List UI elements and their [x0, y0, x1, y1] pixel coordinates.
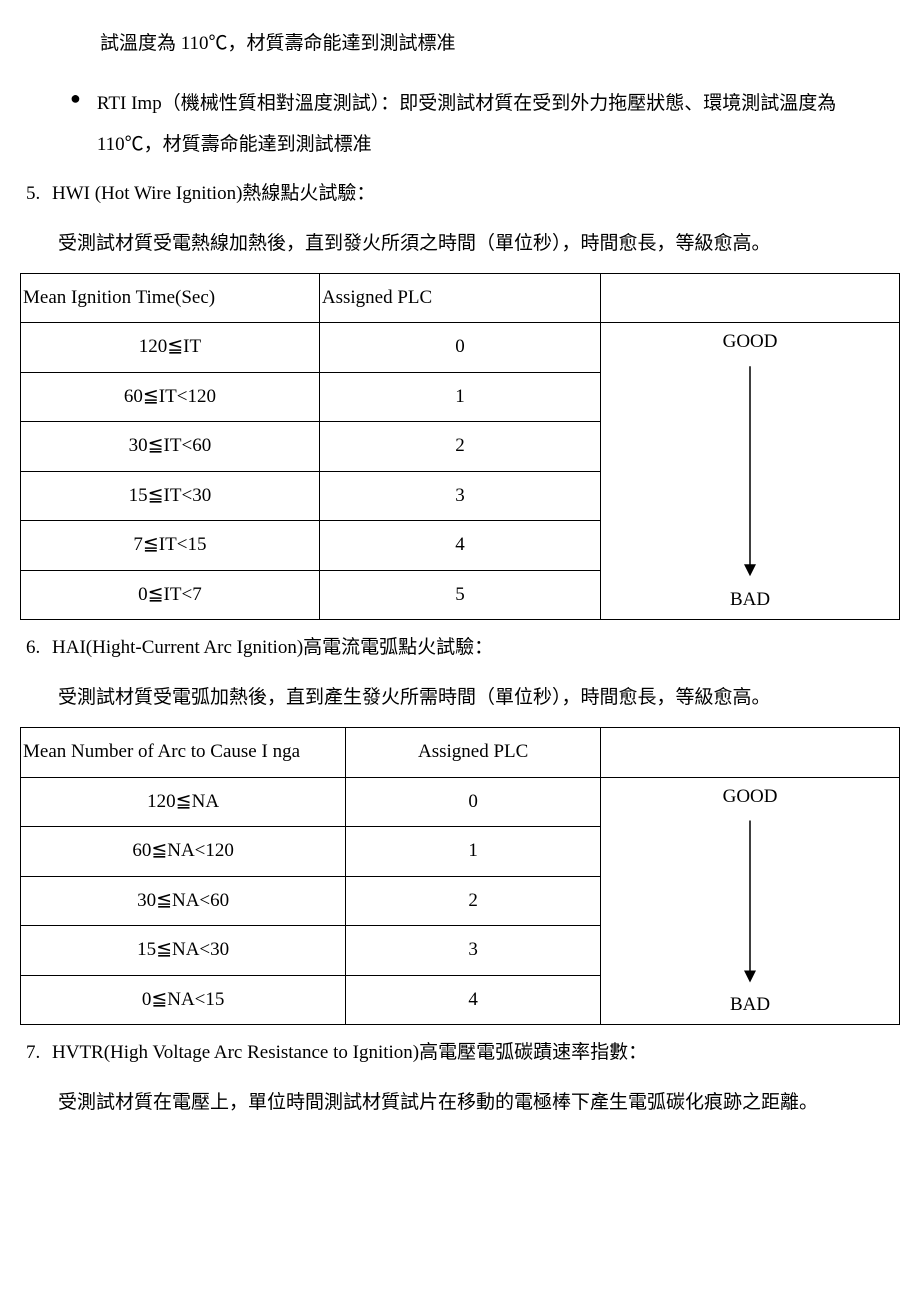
- section-5-heading: 5. HWI (Hot Wire Ignition)熱線點火試驗：: [20, 180, 900, 209]
- hwi-cell-range: 0≦IT<7: [21, 570, 320, 620]
- hai-header-col0: Mean Number of Arc to Cause I nga: [21, 728, 346, 778]
- arrow-down-icon: [744, 809, 756, 994]
- hwi-cell-plc: 4: [319, 521, 600, 571]
- hwi-cell-plc: 3: [319, 471, 600, 521]
- hai-cell-range: 60≦NA<120: [21, 827, 346, 877]
- hwi-cell-range: 30≦IT<60: [21, 422, 320, 472]
- bullet-rti-text: RTI Imp（機械性質相對溫度測試）：即受測試材質在受到外力拖壓狀態、環境測試…: [97, 83, 900, 167]
- hai-cell-plc: 0: [346, 777, 601, 827]
- hwi-header-col2: [601, 273, 900, 323]
- hai-cell-range: 120≦NA: [21, 777, 346, 827]
- section-6-title: HAI(Hight-Current Arc Ignition)高電流電弧點火試驗…: [52, 634, 900, 663]
- hai-good-label: GOOD: [723, 786, 778, 809]
- bullet-marker-icon: ●: [70, 85, 81, 112]
- section-6-desc: 受測試材質受電弧加熱後，直到產生發火所需時間（單位秒），時間愈長，等級愈高。: [20, 683, 900, 713]
- hai-header-col2: [601, 728, 900, 778]
- hwi-header-row: Mean Ignition Time(Sec)Assigned PLC: [21, 273, 900, 323]
- hwi-cell-plc: 0: [319, 323, 600, 373]
- hwi-cell-plc: 5: [319, 570, 600, 620]
- hwi-quality-indicator: GOOD BAD: [601, 323, 900, 620]
- section-5-number: 5.: [20, 180, 52, 209]
- section-7-desc: 受測試材質在電壓上，單位時間測試材質試片在移動的電極棒下產生電弧碳化痕跡之距離。: [20, 1088, 900, 1118]
- hwi-cell-range: 120≦IT: [21, 323, 320, 373]
- section-6-heading: 6. HAI(Hight-Current Arc Ignition)高電流電弧點…: [20, 634, 900, 663]
- hai-cell-range: 30≦NA<60: [21, 876, 346, 926]
- hai-header-col1: Assigned PLC: [346, 728, 601, 778]
- section-5-title: HWI (Hot Wire Ignition)熱線點火試驗：: [52, 180, 900, 209]
- hwi-cell-plc: 2: [319, 422, 600, 472]
- hai-cell-plc: 2: [346, 876, 601, 926]
- section-7-number: 7.: [20, 1039, 52, 1068]
- hai-cell-range: 15≦NA<30: [21, 926, 346, 976]
- section-7-heading: 7. HVTR(High Voltage Arc Resistance to I…: [20, 1039, 900, 1068]
- hai-table: Mean Number of Arc to Cause I ngaAssigne…: [20, 727, 900, 1025]
- bullet-rti-imp: ● RTI Imp（機械性質相對溫度測試）：即受測試材質在受到外力拖壓狀態、環境…: [20, 83, 900, 167]
- hwi-bad-label: BAD: [730, 589, 770, 612]
- hwi-cell-range: 60≦IT<120: [21, 372, 320, 422]
- hwi-cell-plc: 1: [319, 372, 600, 422]
- hai-quality-indicator: GOOD BAD: [601, 777, 900, 1025]
- hai-cell-range: 0≦NA<15: [21, 975, 346, 1025]
- section-7-title: HVTR(High Voltage Arc Resistance to Igni…: [52, 1039, 900, 1068]
- hai-bad-label: BAD: [730, 994, 770, 1017]
- hai-row: 120≦NA0GOODBAD: [21, 777, 900, 827]
- section-5-desc: 受測試材質受電熱線加熱後，直到發火所須之時間（單位秒），時間愈長，等級愈高。: [20, 229, 900, 259]
- hwi-cell-range: 7≦IT<15: [21, 521, 320, 571]
- hwi-cell-range: 15≦IT<30: [21, 471, 320, 521]
- hwi-row: 120≦IT0GOODBAD: [21, 323, 900, 373]
- hwi-header-col1: Assigned PLC: [319, 273, 600, 323]
- hai-cell-plc: 1: [346, 827, 601, 877]
- hwi-header-col0: Mean Ignition Time(Sec): [21, 273, 320, 323]
- hai-cell-plc: 4: [346, 975, 601, 1025]
- hai-header-row: Mean Number of Arc to Cause I ngaAssigne…: [21, 728, 900, 778]
- hwi-table: Mean Ignition Time(Sec)Assigned PLC120≦I…: [20, 273, 900, 621]
- intro-continuation: 試溫度為 110℃，材質壽命能達到測試標准: [20, 30, 900, 59]
- section-6-number: 6.: [20, 634, 52, 663]
- hai-cell-plc: 3: [346, 926, 601, 976]
- hwi-good-label: GOOD: [723, 331, 778, 354]
- arrow-down-icon: [744, 354, 756, 588]
